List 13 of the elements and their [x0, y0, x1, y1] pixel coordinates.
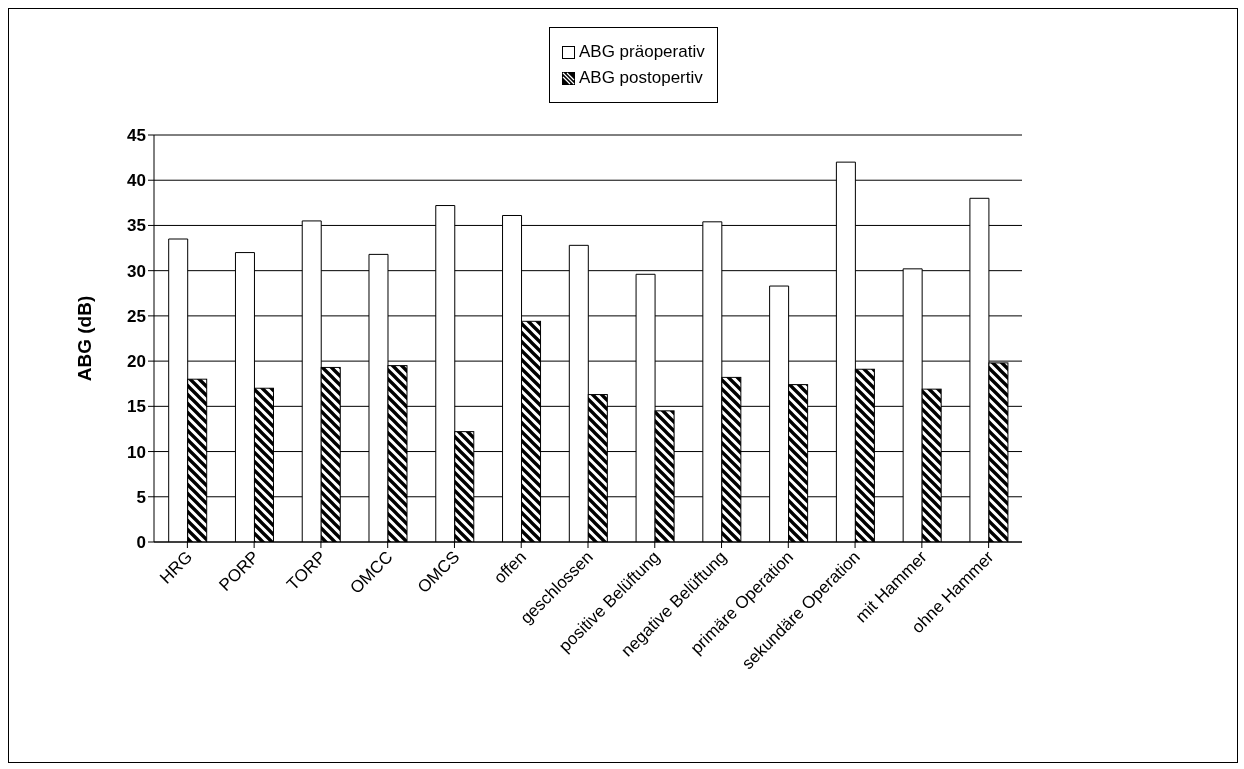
y-axis-title: ABG (dB): [73, 295, 95, 382]
y-tick-label: 0: [136, 533, 146, 553]
y-tick-label: 15: [127, 397, 146, 417]
legend-label: ABG präoperativ: [579, 42, 705, 62]
y-tick-label: 40: [127, 171, 146, 191]
y-tick-label: 25: [127, 306, 146, 326]
y-tick-label: 5: [136, 487, 146, 507]
y-tick-label: 10: [127, 442, 146, 462]
y-tick-label: 20: [127, 352, 146, 372]
y-tick-label: 35: [127, 216, 146, 236]
y-tick-label: 45: [127, 126, 146, 146]
y-tick-label: 30: [127, 261, 146, 281]
legend-label: ABG postopertiv: [579, 68, 703, 88]
